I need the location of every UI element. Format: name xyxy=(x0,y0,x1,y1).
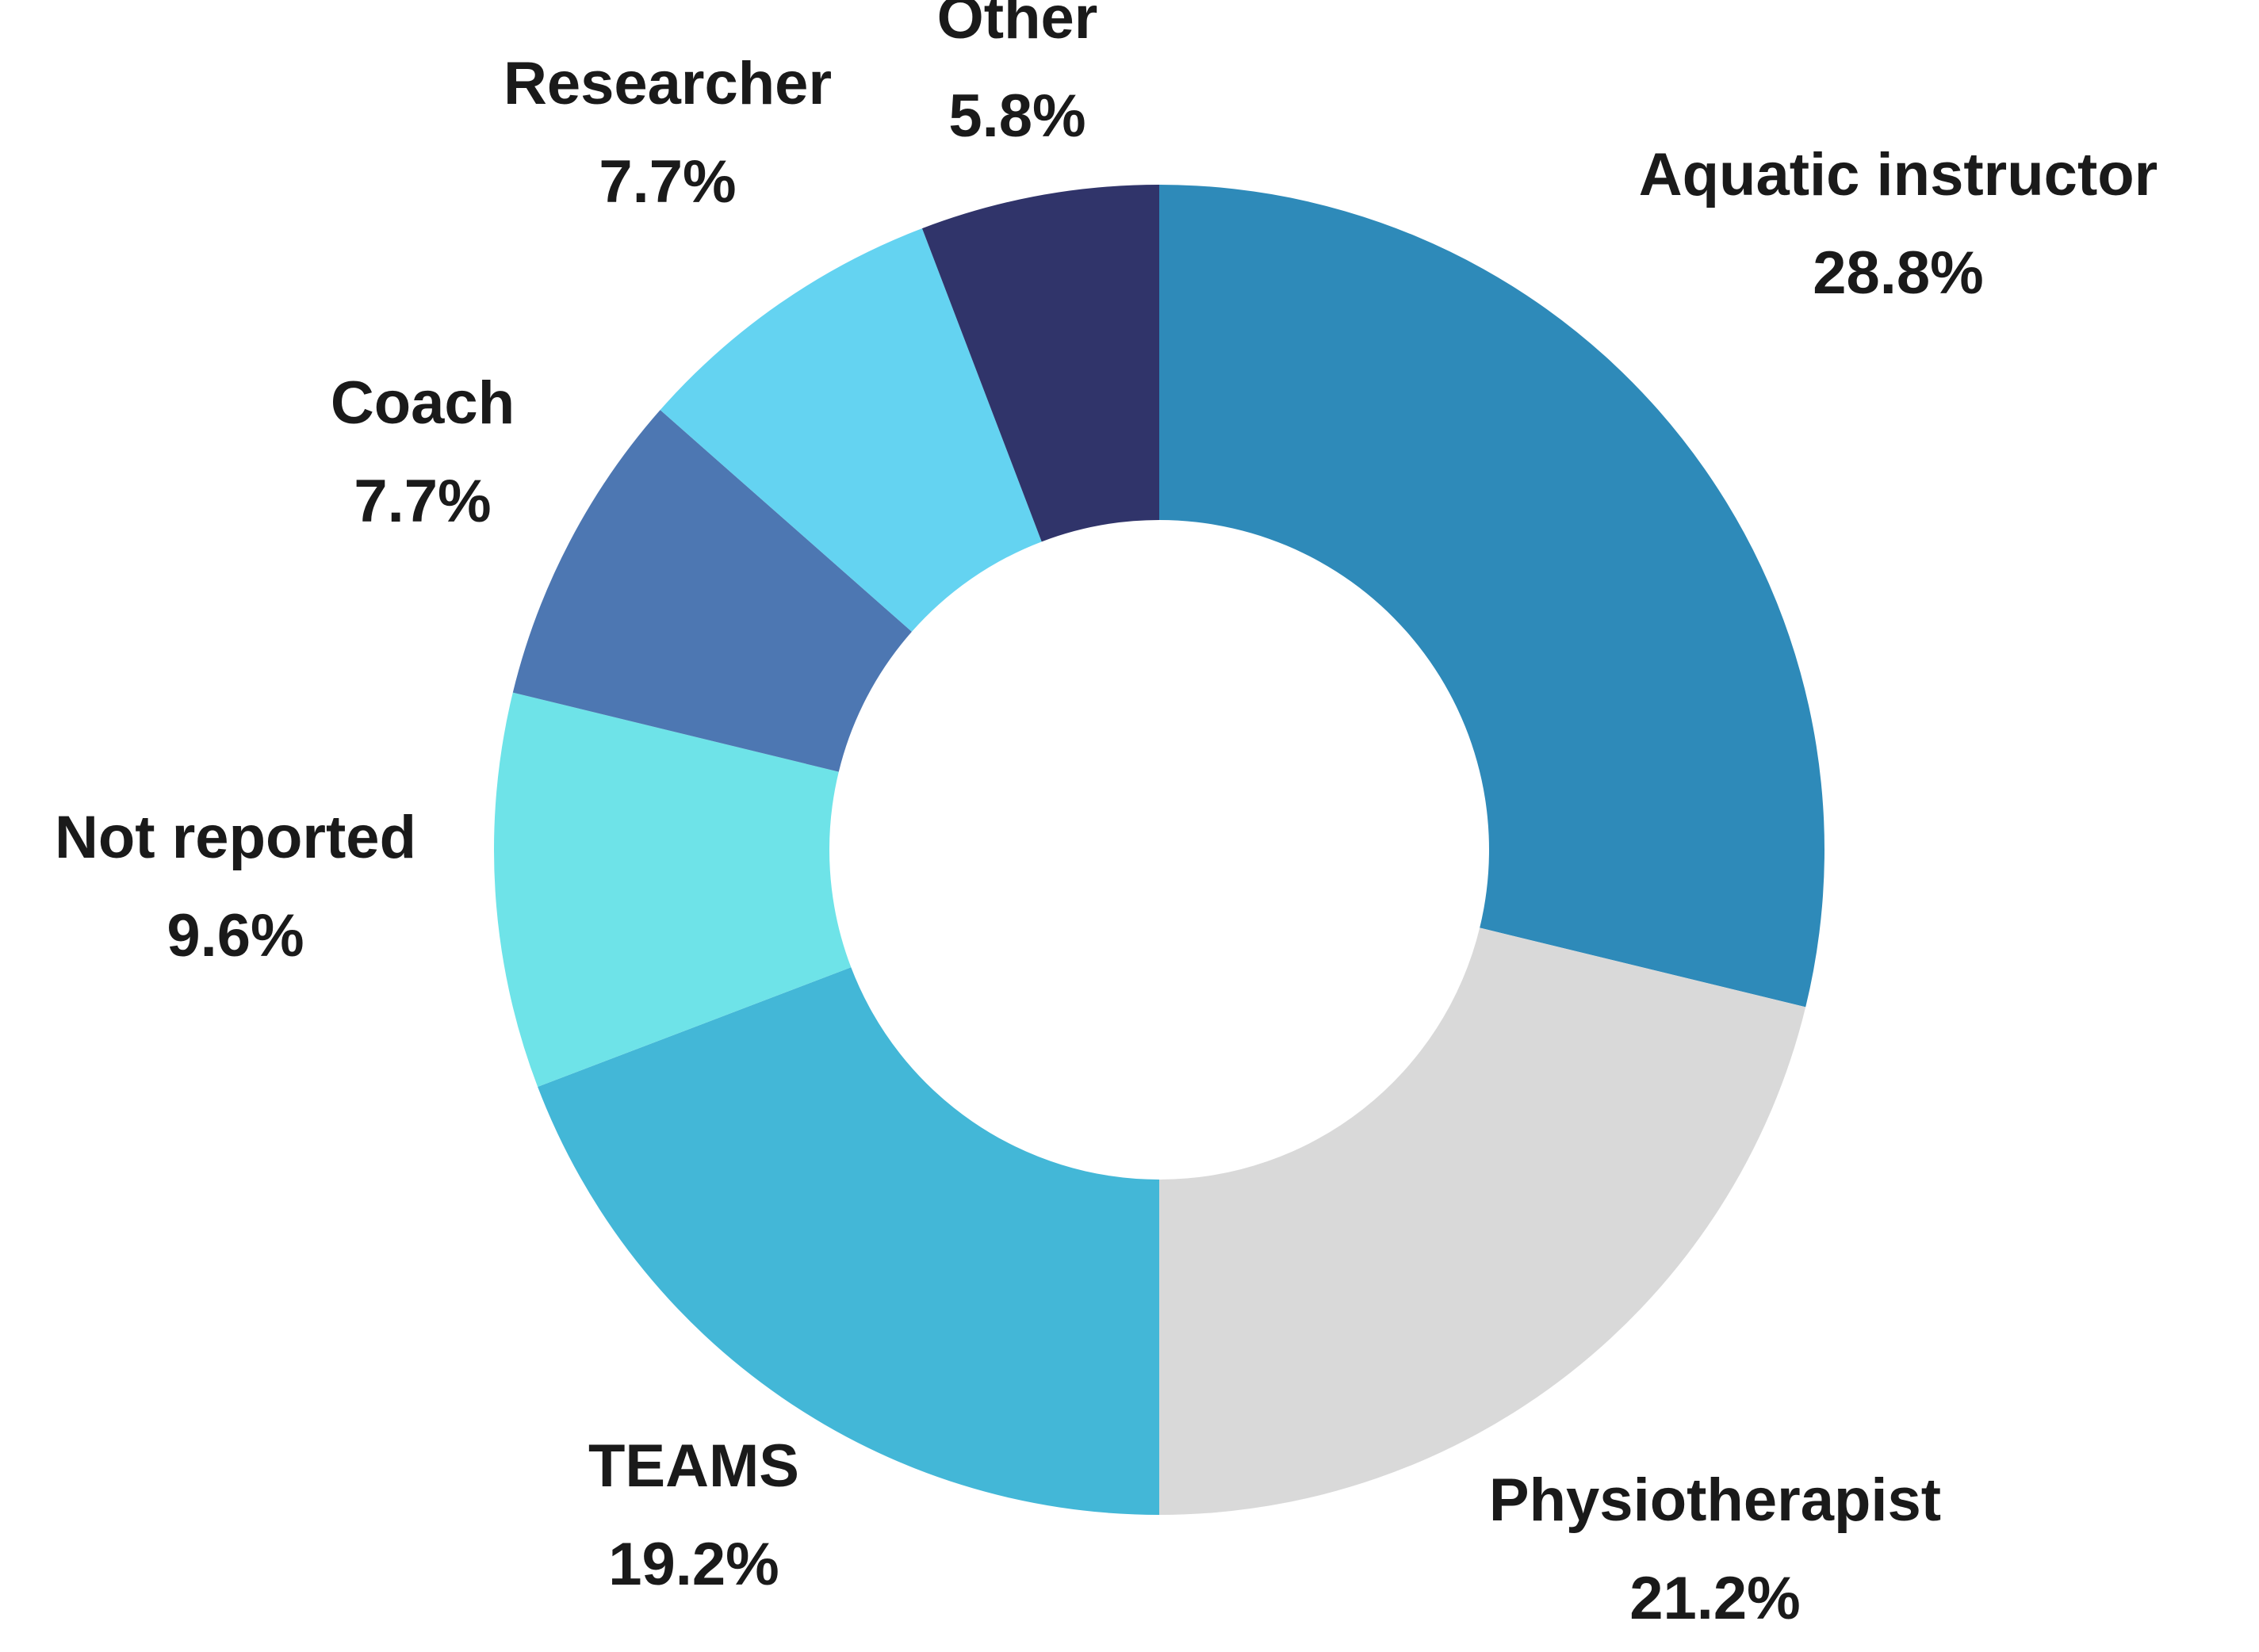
slice-value-researcher: 7.7% xyxy=(599,148,736,216)
slice-label-other: Other xyxy=(937,0,1098,52)
slice-label-not-reported: Not reported xyxy=(55,804,416,871)
donut-slices xyxy=(494,185,1824,1515)
slice-label-aquatic-instructor: Aquatic instructor xyxy=(1639,141,2158,208)
slice-value-aquatic-instructor: 28.8% xyxy=(1813,239,1984,307)
slice-value-other: 5.8% xyxy=(948,82,1085,150)
slice-value-coach: 7.7% xyxy=(354,468,491,535)
slice-value-not-reported: 9.6% xyxy=(167,902,304,969)
slice-labels: Aquatic instructor 28.8% Physiotherapist 21… xyxy=(55,0,2158,1632)
slice-aquatic-instructor xyxy=(1159,185,1824,1008)
slice-label-coach: Coach xyxy=(331,369,515,437)
slice-other xyxy=(921,185,1159,542)
slice-label-researcher: Researcher xyxy=(503,50,832,117)
slice-teams xyxy=(538,967,1159,1515)
slice-value-teams: 19.2% xyxy=(608,1531,779,1598)
slice-label-teams: TEAMS xyxy=(588,1432,799,1500)
slice-not-reported xyxy=(494,692,852,1088)
slice-value-physiotherapist: 21.2% xyxy=(1629,1565,1801,1632)
slice-physiotherapist xyxy=(1159,927,1806,1515)
slice-label-physiotherapist: Physiotherapist xyxy=(1489,1467,1941,1534)
slice-researcher xyxy=(660,228,1042,632)
slice-coach xyxy=(512,410,912,772)
